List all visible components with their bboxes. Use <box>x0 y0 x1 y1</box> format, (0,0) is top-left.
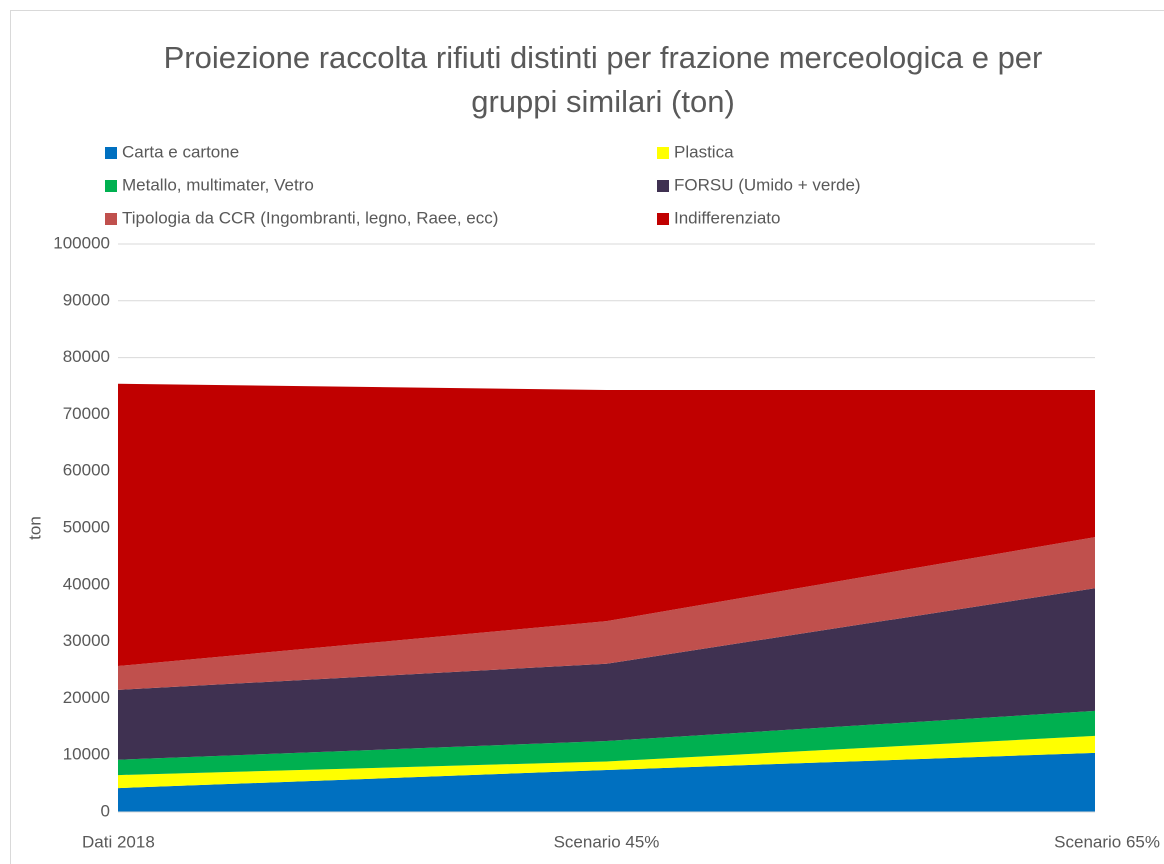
legend-swatch <box>657 213 669 225</box>
y-tick-label: 70000 <box>63 404 110 423</box>
area <box>118 588 1095 760</box>
legend-item: Tipologia da CCR (Ingombranti, legno, Ra… <box>105 208 498 227</box>
legend-item: Plastica <box>657 142 734 161</box>
y-axis-label: ton <box>25 516 44 540</box>
x-tick-label: Dati 2018 <box>82 832 155 851</box>
legend-item: Indifferenziato <box>657 208 780 227</box>
area <box>118 735 1095 789</box>
x-tick-label: Scenario 45% <box>554 832 660 851</box>
y-tick-label: 10000 <box>63 745 110 764</box>
y-tick-label: 0 <box>101 801 110 820</box>
legend-item: Metallo, multimater, Vetro <box>105 175 314 194</box>
chart-frame <box>10 10 1164 864</box>
legend-label: FORSU (Umido + verde) <box>674 175 861 194</box>
area <box>118 537 1095 690</box>
legend-label: Indifferenziato <box>674 208 780 227</box>
chart-title: Proiezione raccolta rifiuti distinti per… <box>163 40 1043 119</box>
legend-label: Metallo, multimater, Vetro <box>122 175 314 194</box>
legend-label: Plastica <box>674 142 734 161</box>
y-tick-label: 60000 <box>63 461 110 480</box>
legend-swatch <box>105 180 117 192</box>
y-tick-label: 30000 <box>63 631 110 650</box>
y-tick-label: 50000 <box>63 517 110 536</box>
y-tick-label: 80000 <box>63 347 110 366</box>
legend-label: Carta e cartone <box>122 142 239 161</box>
area <box>118 710 1095 776</box>
y-tick-label: 90000 <box>63 290 110 309</box>
legend-swatch <box>657 147 669 159</box>
legend-swatch <box>105 213 117 225</box>
legend-label: Tipologia da CCR (Ingombranti, legno, Ra… <box>122 208 498 227</box>
x-tick-label: Scenario 65% <box>1054 832 1160 851</box>
y-tick-label: 40000 <box>63 574 110 593</box>
y-tick-label: 100000 <box>53 233 110 252</box>
legend-item: FORSU (Umido + verde) <box>657 175 861 194</box>
legend-item: Carta e cartone <box>105 142 239 161</box>
y-tick-label: 20000 <box>63 688 110 707</box>
area <box>118 752 1095 812</box>
legend-swatch <box>657 180 669 192</box>
area <box>118 383 1095 667</box>
legend-swatch <box>105 147 117 159</box>
